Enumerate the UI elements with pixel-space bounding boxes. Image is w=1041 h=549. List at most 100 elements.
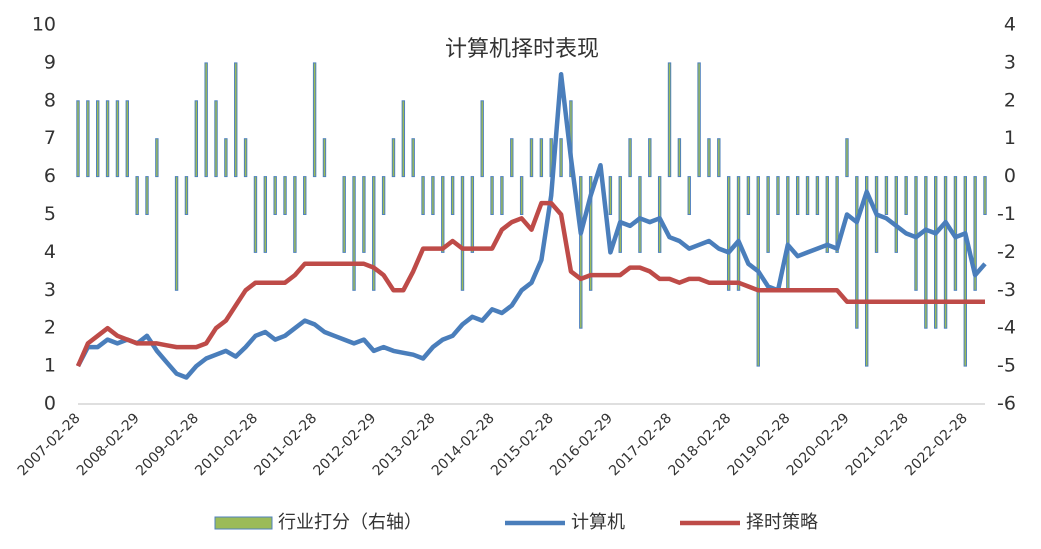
legend-label: 行业打分（右轴） [278,512,422,533]
chart-title: 计算机择时表现 [445,37,599,62]
bar [529,138,534,178]
legend-label: 计算机 [571,512,625,533]
x-tick-label: 2020-02-29 [784,410,853,479]
bar [983,176,987,216]
bar [825,176,829,253]
bar [362,176,366,253]
bar [539,138,544,178]
bar [312,62,317,178]
bar [845,138,849,178]
bar [145,176,149,216]
bar [588,176,593,291]
bar [204,62,208,178]
y2-tick-label: -1 [997,203,1016,225]
bar [776,176,780,216]
bar [864,176,869,367]
bar [184,176,189,216]
y2-tick-label: 1 [1004,127,1016,149]
bar [174,176,179,291]
bar [155,138,159,178]
bar [884,176,889,216]
bar [805,176,810,216]
x-tick-label: 2021-02-28 [843,410,912,479]
y2-tick-label: -4 [997,317,1016,339]
bar [293,176,297,253]
bar [273,176,277,216]
y2-tick-label: -6 [997,393,1016,415]
bar [736,176,741,291]
bar [125,100,129,178]
y2-tick-label: -5 [997,355,1016,377]
bar [96,100,100,178]
y-tick-label: 7 [44,127,56,149]
bar [135,176,139,216]
bar [973,176,977,291]
bar [687,176,691,216]
bar [579,176,583,329]
x-tick-label: 2010-02-28 [192,410,261,479]
bar [441,176,445,253]
bar [963,176,967,367]
bar [352,176,356,291]
y-tick-label: 8 [44,89,56,111]
bar [677,138,682,178]
bar [914,176,918,291]
y2-tick-label: -3 [997,279,1016,301]
bar [726,176,731,291]
x-tick-label: 2008-02-29 [74,410,143,479]
y-tick-label: 4 [44,241,56,263]
bar [500,176,504,216]
legend-swatch [214,516,273,530]
bar [391,138,396,178]
x-tick-label: 2018-02-28 [665,410,734,479]
bar [421,176,425,216]
bar [795,176,800,216]
y-tick-label: 2 [44,317,56,339]
y2-tick-label: 3 [1004,51,1016,73]
bar [934,176,938,329]
bar [322,138,327,178]
y-tick-label: 3 [44,279,56,301]
y-tick-label: 9 [44,51,56,73]
bar [214,100,218,178]
bar [707,138,711,178]
bar [450,176,455,216]
bar [697,62,701,178]
x-tick-label: 2012-02-29 [311,410,380,479]
bar [904,176,908,216]
bar [303,176,307,216]
bar [894,176,898,253]
bar [253,176,258,253]
x-tick-label: 2007-02-28 [15,410,84,479]
bar [372,176,376,291]
bar [86,100,90,178]
bar [283,176,287,216]
bar [667,62,672,178]
y2-tick-label: 2 [1004,89,1016,111]
y-tick-label: 6 [44,165,56,187]
bar [855,176,859,329]
bar [431,176,435,216]
bar [234,62,238,178]
bar [638,176,642,253]
bar [657,176,662,253]
bar [194,100,199,178]
bar [510,138,514,178]
bar [618,176,622,253]
bar [76,100,80,178]
bar [628,138,632,178]
bar [401,100,406,178]
line [76,72,987,380]
bar [243,138,248,178]
bar [224,138,228,178]
x-tick-label: 2009-02-28 [133,410,202,479]
y2-tick-label: 4 [1004,14,1016,36]
x-tick-label: 2017-02-28 [606,410,675,479]
x-tick-label: 2011-02-28 [251,410,320,479]
bar [559,138,563,178]
bar [105,100,110,178]
y-tick-label: 5 [44,203,56,225]
x-tick-label: 2016-02-29 [547,410,616,479]
bar [490,176,494,216]
